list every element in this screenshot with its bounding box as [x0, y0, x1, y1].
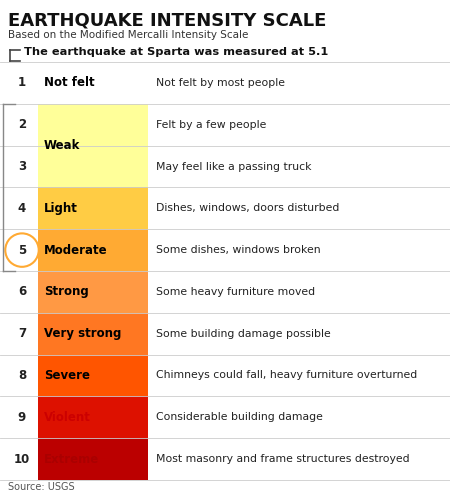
Text: Severe: Severe	[44, 369, 90, 382]
Text: Dishes, windows, doors disturbed: Dishes, windows, doors disturbed	[156, 204, 339, 214]
Text: 10: 10	[14, 452, 30, 466]
Bar	[38, 396, 148, 438]
Bar	[38, 354, 148, 397]
Text: The earthquake at Sparta was measured at 5.1: The earthquake at Sparta was measured at…	[24, 47, 328, 57]
Text: 4: 4	[18, 202, 26, 215]
Text: Considerable building damage: Considerable building damage	[156, 412, 323, 422]
Text: 2: 2	[18, 118, 26, 131]
Bar	[38, 188, 148, 229]
Text: 9: 9	[18, 411, 26, 424]
Text: Very strong: Very strong	[44, 327, 122, 340]
Text: Source: USGS: Source: USGS	[8, 482, 75, 492]
Text: Chimneys could fall, heavy furniture overturned: Chimneys could fall, heavy furniture ove…	[156, 370, 417, 380]
Text: Weak: Weak	[44, 139, 81, 152]
Text: May feel like a passing truck: May feel like a passing truck	[156, 162, 311, 172]
Text: Moderate: Moderate	[44, 244, 108, 256]
Bar	[38, 313, 148, 354]
Bar	[38, 438, 148, 480]
Text: 1: 1	[18, 76, 26, 90]
Text: Some heavy furniture moved: Some heavy furniture moved	[156, 287, 315, 297]
Text: 7: 7	[18, 327, 26, 340]
Bar	[38, 229, 148, 271]
Text: EARTHQUAKE INTENSITY SCALE: EARTHQUAKE INTENSITY SCALE	[8, 12, 326, 30]
Text: Some building damage possible: Some building damage possible	[156, 328, 331, 338]
Text: 8: 8	[18, 369, 26, 382]
Text: 6: 6	[18, 286, 26, 298]
Text: Most masonry and frame structures destroyed: Most masonry and frame structures destro…	[156, 454, 410, 464]
Text: 5: 5	[18, 244, 26, 256]
Text: Light: Light	[44, 202, 78, 215]
Text: Violent: Violent	[44, 411, 91, 424]
Text: Based on the Modified Mercalli Intensity Scale: Based on the Modified Mercalli Intensity…	[8, 30, 248, 40]
Text: Not felt by most people: Not felt by most people	[156, 78, 285, 88]
Text: 3: 3	[18, 160, 26, 173]
Text: Some dishes, windows broken: Some dishes, windows broken	[156, 245, 320, 255]
Text: Felt by a few people: Felt by a few people	[156, 120, 266, 130]
Text: Not felt: Not felt	[44, 76, 94, 90]
Bar	[38, 104, 148, 188]
Text: Extreme: Extreme	[44, 452, 99, 466]
Text: Strong: Strong	[44, 286, 89, 298]
Bar	[38, 271, 148, 313]
